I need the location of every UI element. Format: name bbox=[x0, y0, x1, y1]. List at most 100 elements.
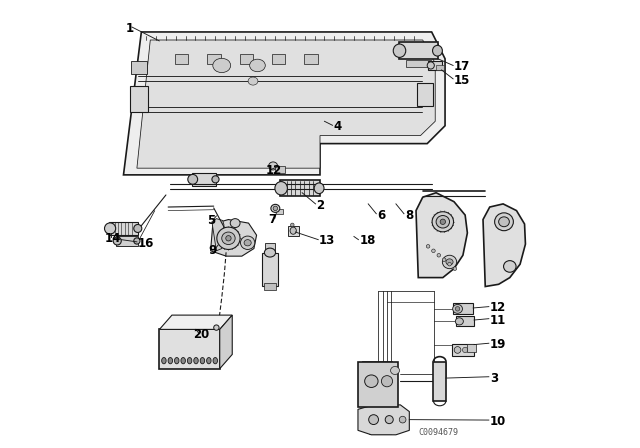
Bar bbox=[417, 83, 433, 106]
Ellipse shape bbox=[275, 181, 287, 195]
Bar bbox=[436, 65, 444, 70]
Polygon shape bbox=[358, 405, 410, 435]
Polygon shape bbox=[212, 219, 224, 251]
Polygon shape bbox=[220, 315, 232, 369]
Bar bbox=[280, 181, 320, 196]
Text: 15: 15 bbox=[454, 73, 470, 87]
Ellipse shape bbox=[113, 237, 121, 245]
Text: 3: 3 bbox=[490, 371, 498, 384]
Bar bbox=[453, 303, 473, 314]
Bar bbox=[272, 54, 285, 64]
Ellipse shape bbox=[446, 259, 453, 265]
Text: 16: 16 bbox=[138, 237, 154, 250]
Ellipse shape bbox=[426, 245, 430, 248]
Text: 1: 1 bbox=[125, 22, 134, 35]
Bar bbox=[239, 54, 253, 64]
Text: 10: 10 bbox=[490, 415, 506, 428]
Bar bbox=[276, 209, 283, 214]
Ellipse shape bbox=[448, 263, 451, 266]
Ellipse shape bbox=[385, 416, 393, 424]
Ellipse shape bbox=[214, 325, 219, 330]
Bar bbox=[287, 226, 299, 236]
Ellipse shape bbox=[453, 267, 457, 271]
Bar bbox=[467, 344, 476, 352]
Ellipse shape bbox=[213, 358, 218, 364]
Polygon shape bbox=[416, 193, 467, 278]
Text: 17: 17 bbox=[454, 60, 470, 73]
Ellipse shape bbox=[440, 219, 445, 224]
Text: 18: 18 bbox=[359, 234, 376, 247]
Ellipse shape bbox=[212, 176, 219, 183]
Text: 12: 12 bbox=[490, 302, 506, 314]
Polygon shape bbox=[483, 204, 525, 287]
Ellipse shape bbox=[393, 44, 406, 57]
Text: 20: 20 bbox=[193, 328, 209, 341]
Ellipse shape bbox=[442, 255, 457, 269]
Bar bbox=[406, 60, 431, 67]
Ellipse shape bbox=[495, 213, 513, 231]
Ellipse shape bbox=[188, 174, 198, 184]
Bar bbox=[175, 54, 188, 64]
Bar bbox=[131, 61, 147, 74]
Ellipse shape bbox=[221, 232, 235, 245]
Ellipse shape bbox=[381, 375, 392, 387]
Ellipse shape bbox=[432, 212, 454, 232]
Text: 4: 4 bbox=[333, 120, 342, 133]
Ellipse shape bbox=[181, 358, 186, 364]
Bar bbox=[305, 54, 318, 64]
Bar bbox=[262, 253, 278, 286]
Polygon shape bbox=[124, 32, 445, 175]
Bar bbox=[264, 283, 276, 290]
Bar bbox=[191, 173, 216, 185]
Bar bbox=[428, 60, 442, 70]
Text: 14: 14 bbox=[105, 232, 121, 245]
Text: 6: 6 bbox=[377, 209, 385, 222]
Bar bbox=[358, 362, 398, 407]
Ellipse shape bbox=[188, 358, 192, 364]
Ellipse shape bbox=[194, 358, 198, 364]
Polygon shape bbox=[137, 40, 435, 168]
Polygon shape bbox=[159, 315, 232, 329]
Text: 12: 12 bbox=[266, 164, 282, 177]
Bar bbox=[399, 42, 438, 59]
Bar bbox=[362, 361, 392, 366]
Ellipse shape bbox=[433, 45, 442, 56]
Text: 9: 9 bbox=[209, 244, 216, 257]
Ellipse shape bbox=[427, 62, 435, 69]
Bar bbox=[362, 391, 392, 398]
Ellipse shape bbox=[226, 236, 231, 241]
Ellipse shape bbox=[250, 59, 266, 72]
Ellipse shape bbox=[175, 358, 179, 364]
Ellipse shape bbox=[399, 416, 406, 423]
Ellipse shape bbox=[442, 258, 446, 262]
Ellipse shape bbox=[452, 304, 463, 313]
Ellipse shape bbox=[365, 375, 378, 388]
Bar bbox=[109, 222, 138, 235]
Ellipse shape bbox=[436, 215, 449, 228]
Ellipse shape bbox=[213, 58, 230, 73]
Ellipse shape bbox=[248, 77, 258, 85]
Ellipse shape bbox=[271, 204, 280, 212]
Text: C0094679: C0094679 bbox=[419, 428, 458, 438]
Bar bbox=[265, 243, 275, 252]
Text: 11: 11 bbox=[490, 314, 506, 327]
Ellipse shape bbox=[455, 306, 460, 311]
Ellipse shape bbox=[455, 318, 463, 325]
Text: 13: 13 bbox=[319, 234, 335, 247]
Ellipse shape bbox=[244, 240, 252, 246]
Ellipse shape bbox=[314, 183, 324, 194]
Ellipse shape bbox=[162, 358, 166, 364]
Bar bbox=[456, 316, 474, 326]
Ellipse shape bbox=[499, 217, 509, 227]
Polygon shape bbox=[211, 220, 257, 256]
Ellipse shape bbox=[104, 223, 116, 234]
Ellipse shape bbox=[437, 254, 440, 257]
Bar bbox=[130, 86, 148, 112]
Text: 5: 5 bbox=[207, 214, 216, 227]
Bar bbox=[159, 329, 220, 369]
Ellipse shape bbox=[134, 224, 142, 233]
Ellipse shape bbox=[217, 227, 240, 250]
Bar bbox=[116, 236, 138, 246]
Bar bbox=[369, 427, 392, 434]
Ellipse shape bbox=[431, 249, 435, 253]
